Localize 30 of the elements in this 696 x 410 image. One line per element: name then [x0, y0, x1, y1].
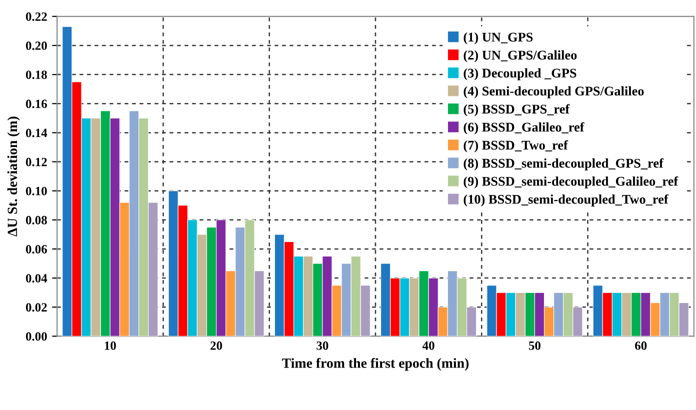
legend-label: (10) BSSD_semi-decoupled_Two_ref: [464, 194, 668, 206]
x-tick-label: 10: [104, 341, 116, 350]
legend-label: (1) UN_GPS: [464, 32, 533, 44]
y-axis-title: ΔU St. deviation (m): [7, 116, 20, 236]
legend-label: (5) BSSD_GPS_ref: [464, 104, 570, 116]
x-axis-title: Time from the first epoch (min): [282, 358, 469, 371]
legend-label: (2) UN_GPS/Galileo: [464, 50, 577, 62]
y-tick-label: 0.22: [26, 12, 47, 21]
y-tick-label: 0.00: [26, 332, 47, 341]
x-tick-label: 20: [210, 341, 222, 350]
y-tick-label: 0.06: [26, 245, 47, 254]
y-tick-label: 0.20: [26, 41, 47, 50]
y-tick-label: 0.08: [26, 216, 47, 224]
y-tick-label: 0.12: [26, 158, 47, 166]
y-tick-label: 0.04: [26, 274, 48, 283]
y-tick-label: 0.16: [26, 100, 47, 108]
y-tick-label: 0.10: [26, 186, 47, 196]
legend-label: (8) BSSD_semi-decoupled_GPS_ref: [464, 158, 664, 170]
x-tick-label: 50: [528, 341, 540, 350]
legend-label: (3) Decoupled _GPS: [464, 68, 576, 80]
legend-label: (7) BSSD_Two_ref: [464, 140, 568, 152]
x-tick-label: 30: [316, 341, 328, 350]
legend-label: (4) Semi-decoupled GPS/Galileo: [464, 86, 644, 98]
y-tick-label: 0.14: [26, 128, 48, 138]
legend-label: (9) BSSD_semi-decoupled_Galileo_ref: [464, 176, 678, 188]
x-tick-label: 40: [422, 341, 434, 350]
x-tick-label: 60: [635, 341, 647, 350]
y-tick-label: 0.18: [26, 70, 47, 80]
legend-label: (6) BSSD_Galileo_ref: [464, 122, 584, 134]
y-tick-label: 0.02: [26, 303, 47, 312]
